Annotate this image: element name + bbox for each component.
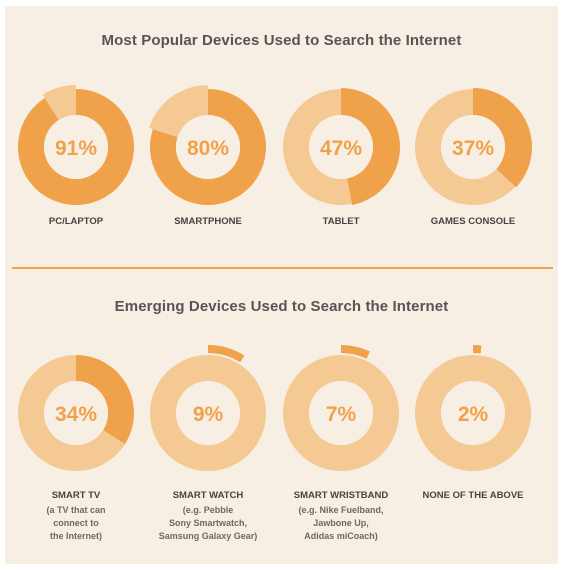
category-label-smart-tv: SMART TV bbox=[51, 490, 101, 501]
category-label-none-of-the-above: NONE OF THE ABOVE bbox=[422, 490, 524, 501]
donut-center-smart-wristband bbox=[309, 381, 373, 445]
donut-remainder-tablet bbox=[282, 88, 352, 205]
value-label-games-console: 37% bbox=[452, 137, 494, 160]
donut-smart-wristband: 7% bbox=[283, 345, 400, 471]
sublabel-line: connect to bbox=[53, 518, 99, 528]
value-label-smartphone: 80% bbox=[187, 137, 229, 160]
category-sublabel-smart-wristband: (e.g. Nike Fuelband, Jawbone Up, Adidas mi… bbox=[266, 504, 416, 543]
donut-remainder-smart-wristband bbox=[283, 355, 400, 471]
sublabel-line: Samsung Galaxy Gear) bbox=[158, 531, 258, 541]
donut-remainder-pc-laptop bbox=[42, 85, 76, 122]
category-label-pc-laptop: PC/LAPTOP bbox=[48, 216, 104, 227]
section-divider bbox=[12, 267, 553, 269]
donut-slice-base-none-of-the-above bbox=[473, 355, 481, 382]
sublabel-line: Jawbone Up, bbox=[313, 518, 369, 528]
donut-remainder-smartphone bbox=[149, 85, 208, 138]
donut-center-smartphone bbox=[176, 115, 240, 179]
donut-remainder-smart-watch bbox=[150, 355, 266, 471]
donut-games-console: 37% bbox=[415, 88, 532, 205]
donut-remainder-none-of-the-above bbox=[415, 355, 532, 472]
value-label-tablet: 47% bbox=[320, 137, 362, 160]
donut-none-of-the-above: 2% bbox=[415, 345, 532, 472]
donut-center-tablet bbox=[309, 115, 373, 179]
category-sublabel-smart-watch: (e.g. Pebble Sony Smartwatch, Samsung Gala… bbox=[133, 504, 283, 543]
value-label-smart-tv: 34% bbox=[55, 403, 97, 426]
donut-center-smart-tv bbox=[44, 381, 108, 445]
donut-slice-games-console bbox=[473, 88, 532, 188]
donut-smart-tv: 34% bbox=[17, 355, 134, 472]
donut-center-none-of-the-above bbox=[441, 381, 505, 445]
donut-remainder-games-console bbox=[415, 89, 516, 205]
donut-slice-pop-none-of-the-above bbox=[473, 345, 482, 354]
category-sublabel-smart-tv: (a TV that can connect to the Internet) bbox=[1, 504, 151, 543]
sublabel-line: the Internet) bbox=[49, 531, 102, 541]
donut-remainder-smart-tv bbox=[17, 355, 125, 472]
donut-slice-pop-smart-wristband bbox=[341, 345, 370, 359]
value-label-smart-wristband: 7% bbox=[326, 403, 357, 426]
value-label-none-of-the-above: 2% bbox=[458, 403, 489, 426]
donut-slice-pc-laptop bbox=[17, 89, 134, 205]
sublabel-line: (a TV that can bbox=[46, 505, 106, 515]
category-label-games-console: GAMES CONSOLE bbox=[430, 216, 516, 227]
value-label-pc-laptop: 91% bbox=[55, 137, 97, 160]
donut-slice-base-smart-wristband bbox=[341, 355, 366, 385]
category-label-smartphone: SMARTPHONE bbox=[174, 216, 242, 227]
category-label-smart-wristband: SMART WRISTBAND bbox=[293, 490, 389, 501]
donut-smartphone: 80% bbox=[149, 85, 266, 205]
category-label-smart-watch: SMART WATCH bbox=[172, 490, 244, 501]
sublabel-line: Adidas miCoach) bbox=[304, 531, 378, 541]
donut-slice-tablet bbox=[341, 88, 400, 205]
donut-pc-laptop: 91% bbox=[17, 85, 134, 205]
value-label-smart-watch: 9% bbox=[193, 403, 224, 426]
donut-slice-base-smart-watch bbox=[208, 355, 240, 386]
category-label-tablet: TABLET bbox=[322, 216, 360, 227]
section-title-popular: Most Popular Devices Used to Search the … bbox=[101, 32, 462, 49]
section-title-emerging: Emerging Devices Used to Search the Inte… bbox=[114, 298, 449, 315]
donut-slice-smartphone bbox=[150, 89, 266, 205]
donut-slice-smart-tv bbox=[76, 355, 134, 445]
sublabel-line: Sony Smartwatch, bbox=[168, 518, 248, 528]
donut-center-games-console bbox=[441, 115, 505, 179]
donut-smart-watch: 9% bbox=[150, 345, 266, 471]
donut-slice-pop-smart-watch bbox=[208, 345, 245, 363]
donut-center-smart-watch bbox=[176, 381, 240, 445]
donut-tablet: 47% bbox=[282, 88, 400, 205]
donut-center-pc-laptop bbox=[44, 115, 108, 179]
sublabel-line: (e.g. Pebble bbox=[182, 505, 234, 515]
sublabel-line: (e.g. Nike Fuelband, bbox=[298, 505, 384, 515]
